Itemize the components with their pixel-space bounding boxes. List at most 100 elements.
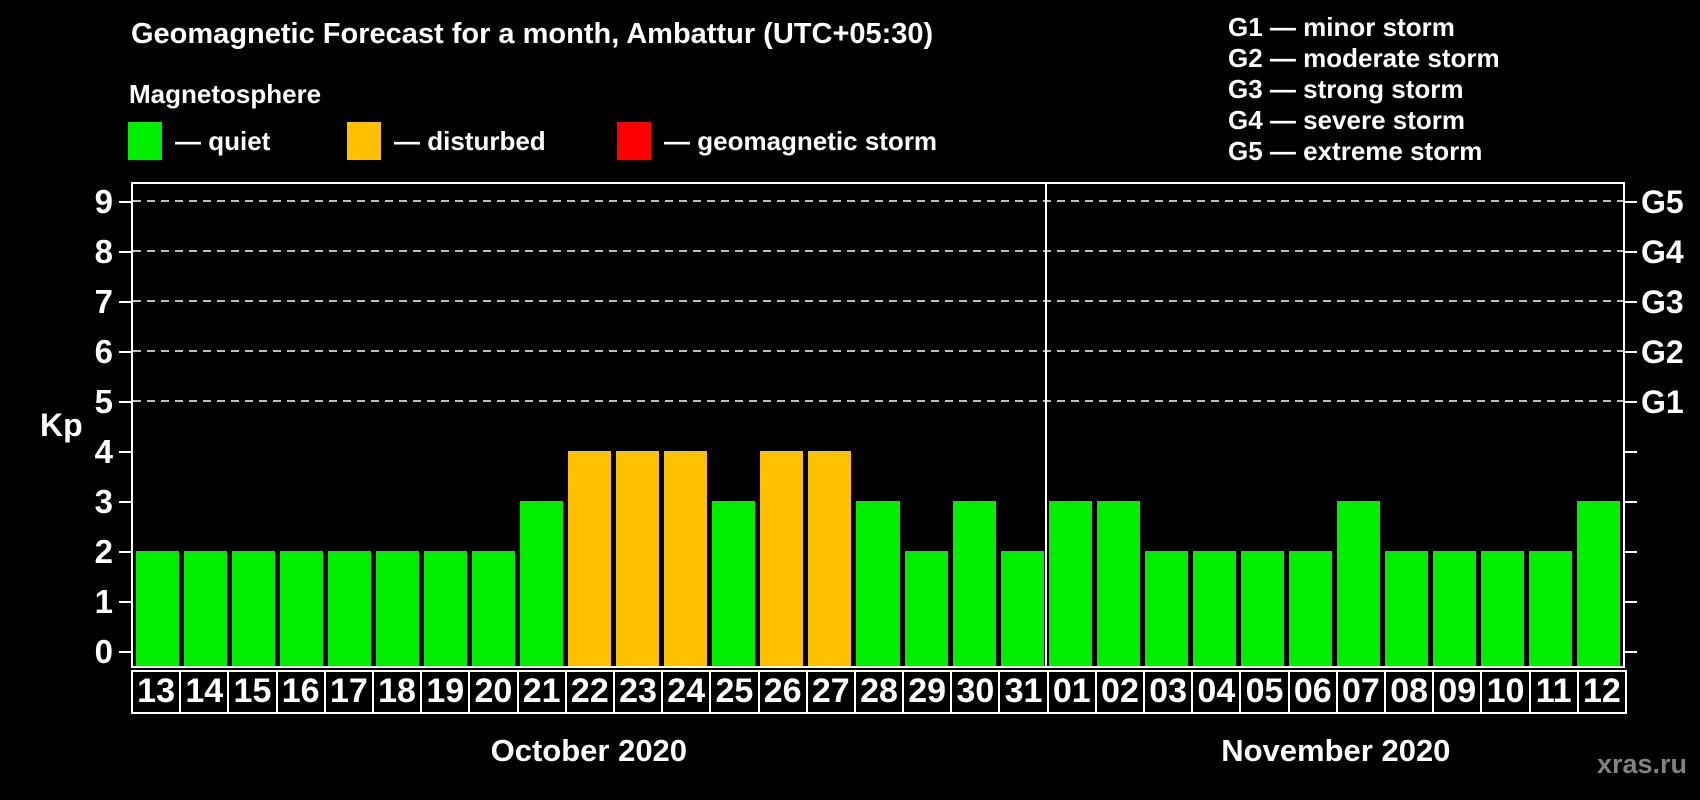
y-axis-tick-left <box>119 251 131 253</box>
y-axis-tick-label: 5 <box>94 383 113 420</box>
kp-bar <box>568 451 612 666</box>
y-axis-tick-left <box>119 201 131 203</box>
date-cell: 14 <box>179 670 230 714</box>
kp-bar <box>1337 501 1381 666</box>
date-cell: 20 <box>468 670 519 714</box>
y-axis-tick-left <box>119 301 131 303</box>
kp-bar <box>1096 501 1140 666</box>
date-cell: 01 <box>1046 670 1097 714</box>
y-axis-tick-label: 9 <box>94 183 113 220</box>
kp-bar <box>1481 551 1525 666</box>
y-axis-tick-right <box>1625 201 1637 203</box>
y-axis-tick-label: 1 <box>94 583 113 620</box>
watermark: xras.ru <box>1596 749 1687 779</box>
kp-bar <box>904 551 948 666</box>
date-cell: 27 <box>805 670 856 714</box>
y-axis-tick-left <box>119 451 131 453</box>
legend-heading: Magnetosphere <box>129 79 322 109</box>
y-axis-tick-right <box>1625 501 1637 503</box>
kp-bar <box>375 551 419 666</box>
y-axis-tick-right <box>1625 301 1637 303</box>
y-axis-tick-right <box>1625 251 1637 253</box>
g4-legend-line: G4 — severe storm <box>1228 105 1466 135</box>
kp-bar <box>1529 551 1573 666</box>
kp-bar <box>616 451 660 666</box>
date-cell: 18 <box>371 670 423 714</box>
y-axis-tick-left <box>119 401 131 403</box>
date-cell: 12 <box>1576 670 1627 714</box>
legend-item-storm: — geomagnetic storm <box>617 121 937 161</box>
date-cell: 23 <box>612 670 664 714</box>
kp-bar <box>471 551 515 666</box>
g-scale-axis-label: G3 <box>1641 284 1684 320</box>
kp-bar <box>1144 551 1188 666</box>
kp-bar <box>1048 501 1092 666</box>
legend-item-disturbed: — disturbed <box>347 121 546 161</box>
date-cell: 25 <box>709 670 760 714</box>
y-axis-tick-label: 0 <box>94 633 113 670</box>
g3-legend-line: G3 — strong storm <box>1228 74 1464 104</box>
date-cell: 26 <box>757 670 808 714</box>
date-cell: 29 <box>902 670 953 714</box>
date-cell: 03 <box>1143 670 1194 714</box>
y-axis-tick-label: 3 <box>94 483 113 520</box>
date-cell: 28 <box>853 670 905 714</box>
date-cell: 13 <box>131 670 182 714</box>
date-cell: 10 <box>1480 670 1531 714</box>
kp-bar <box>856 501 900 666</box>
chart-title: Geomagnetic Forecast for a month, Ambatt… <box>131 18 934 50</box>
gridline-kp6 <box>133 350 1623 352</box>
y-axis-tick-right <box>1625 351 1637 353</box>
y-axis-tick-right <box>1625 601 1637 603</box>
month-label: October 2020 <box>490 733 688 768</box>
date-cell: 22 <box>564 670 615 714</box>
kp-bar <box>808 451 852 666</box>
date-cell: 17 <box>323 670 374 714</box>
kp-bar <box>664 451 708 666</box>
date-cell: 05 <box>1239 670 1290 714</box>
kp-bar <box>1000 551 1044 666</box>
kp-bar <box>712 501 756 666</box>
y-axis-tick-label: 8 <box>94 233 113 270</box>
y-axis-tick-left <box>119 501 131 503</box>
gridline-kp7 <box>133 300 1623 302</box>
y-axis-tick-left <box>119 551 131 553</box>
y-axis-tick-right <box>1625 451 1637 453</box>
legend-label-quiet: — quiet <box>175 125 271 156</box>
kp-bar <box>1192 551 1236 666</box>
quiet-color-swatch <box>128 122 162 160</box>
date-cell: 21 <box>516 670 567 714</box>
kp-bar <box>1433 551 1477 666</box>
g-scale-legend: G1 — minor storm G2 — moderate storm G3 … <box>1228 12 1500 167</box>
g-scale-axis-label: G1 <box>1641 384 1684 420</box>
y-axis-tick-left <box>119 651 131 653</box>
date-cell: 30 <box>950 670 1001 714</box>
gridline-kp8 <box>133 250 1623 252</box>
kp-bar <box>135 551 179 666</box>
g-scale-axis-label: G4 <box>1641 234 1684 270</box>
y-axis-tick-left <box>119 601 131 603</box>
y-axis-tick-label: 2 <box>94 533 113 570</box>
kp-bar <box>760 451 804 666</box>
disturbed-color-swatch <box>347 122 381 160</box>
g-scale-axis-label: G2 <box>1641 334 1684 370</box>
legend-label-disturbed: — disturbed <box>394 125 546 156</box>
kp-bar <box>1289 551 1333 666</box>
g-scale-axis-label: G5 <box>1641 184 1684 220</box>
month-label: November 2020 <box>1221 733 1451 768</box>
date-cell: 07 <box>1335 670 1387 714</box>
y-axis-tick-label: 7 <box>94 283 113 320</box>
gridline-kp9 <box>133 200 1623 202</box>
date-cell: 11 <box>1528 670 1579 714</box>
plot-area <box>131 182 1625 668</box>
y-axis-tick-right <box>1625 401 1637 403</box>
date-cell: 04 <box>1191 670 1242 714</box>
date-cell: 31 <box>998 670 1049 714</box>
legend-label-storm: — geomagnetic storm <box>664 125 938 156</box>
kp-bar <box>327 551 371 666</box>
date-cell: 09 <box>1432 670 1483 714</box>
kp-bar <box>1577 501 1621 666</box>
y-axis-tick-right <box>1625 551 1637 553</box>
kp-bar <box>1240 551 1285 666</box>
